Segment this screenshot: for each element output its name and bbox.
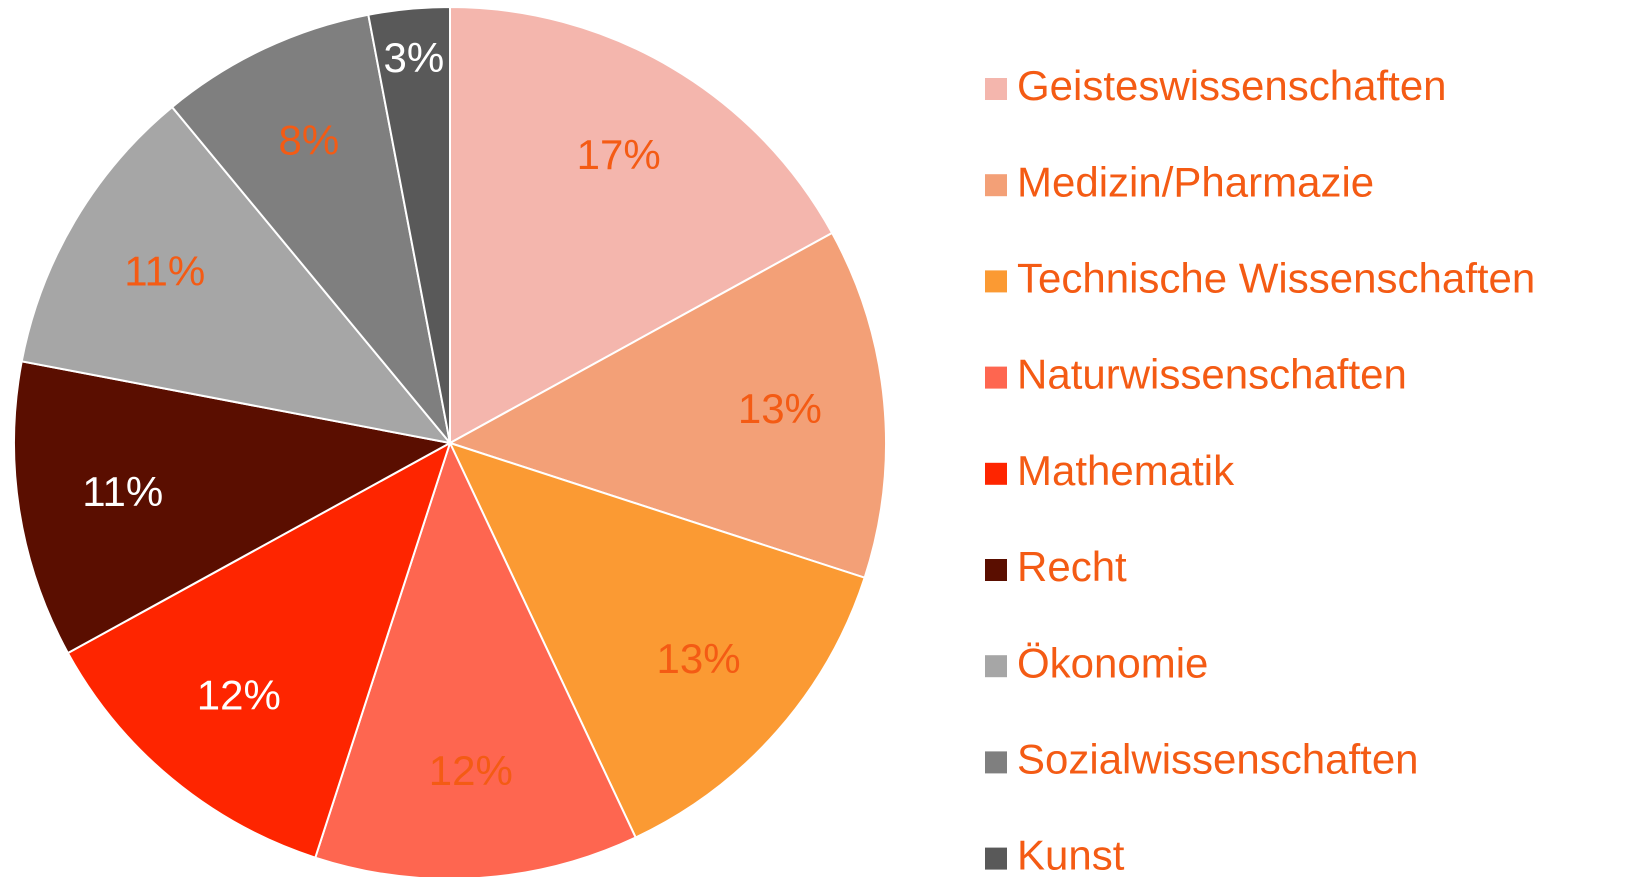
data-label: 17% bbox=[577, 131, 661, 178]
data-label: 3% bbox=[384, 34, 445, 81]
legend-swatch bbox=[985, 78, 1007, 100]
legend-swatch bbox=[985, 847, 1007, 870]
pie-slice bbox=[20, 105, 453, 445]
pie-slice bbox=[66, 440, 452, 859]
data-label: 12% bbox=[197, 671, 281, 718]
data-label: 11% bbox=[124, 247, 205, 294]
data-label: 13% bbox=[657, 635, 741, 682]
legend-swatch bbox=[985, 462, 1007, 485]
legend-label: Sozialwissenschaften bbox=[1017, 735, 1419, 782]
legend-label: Ökonomie bbox=[1017, 639, 1208, 686]
data-label: 13% bbox=[738, 385, 822, 432]
pie-slice bbox=[13, 360, 453, 655]
data-label: 12% bbox=[429, 747, 513, 794]
legend-swatch bbox=[985, 270, 1007, 293]
legend-label: Mathematik bbox=[1017, 447, 1235, 494]
legend-label: Geisteswissenschaften bbox=[1017, 62, 1447, 109]
legend-swatch bbox=[985, 174, 1007, 197]
legend-swatch bbox=[985, 751, 1007, 774]
data-label: 8% bbox=[279, 116, 340, 163]
legend-label: Medizin/Pharmazie bbox=[1017, 158, 1374, 205]
legend-swatch bbox=[985, 559, 1007, 581]
pie-slice bbox=[448, 441, 866, 839]
data-label: 11% bbox=[82, 468, 163, 515]
legend-label: Technische Wissenschaften bbox=[1017, 254, 1535, 301]
pie-slice bbox=[367, 5, 451, 444]
legend-label: Kunst bbox=[1017, 832, 1125, 877]
pie-slice bbox=[447, 231, 887, 579]
legend-swatch bbox=[985, 366, 1007, 389]
legend-label: Naturwissenschaften bbox=[1017, 351, 1407, 398]
pie-slice bbox=[449, 5, 834, 445]
legend-label: Recht bbox=[1017, 543, 1127, 590]
pie-slice bbox=[170, 13, 451, 444]
legend-swatch bbox=[985, 655, 1007, 678]
